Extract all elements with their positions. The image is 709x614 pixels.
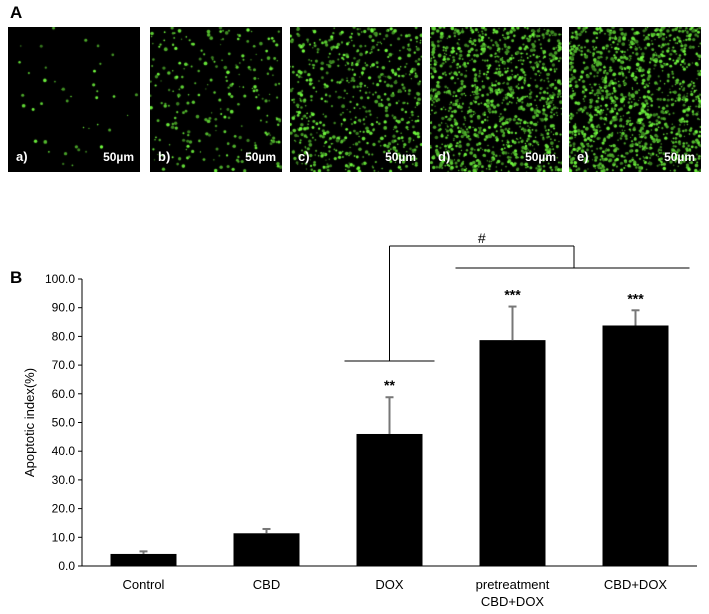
significance-3: ***: [504, 287, 521, 303]
x-tick-label-1: CBD: [253, 577, 280, 592]
micrograph-e-label: e): [577, 149, 589, 164]
micrograph-d: d) 50µm: [430, 27, 562, 172]
micrograph-c-scale: 50µm: [385, 150, 416, 164]
apoptotic-index-bar-chart: 0.0 10.0 20.0 30.0 40.0 50.0 60.0 70.0 80.0 90.0 1…: [22, 230, 697, 609]
y-tick-label: 80.0: [52, 329, 76, 343]
bracket-label: #: [478, 230, 486, 246]
panel-a-label: A: [10, 3, 23, 22]
y-tick-label: 40.0: [52, 444, 76, 458]
micrograph-b-label: b): [158, 149, 171, 164]
y-tick-label: 20.0: [52, 502, 76, 516]
x-tick-label-0: Control: [123, 577, 165, 592]
bar-1: [233, 533, 300, 566]
micrograph-b-image: [150, 27, 282, 172]
y-tick-label: 0.0: [58, 559, 75, 573]
significance-4: ***: [627, 290, 644, 306]
micrograph-b-scale: 50µm: [245, 150, 276, 164]
x-tick-label-4: CBD+DOX: [604, 577, 668, 592]
micrograph-e-image: [569, 27, 701, 172]
micrograph-d-image: [430, 27, 562, 172]
micrograph-b: b) 50µm: [150, 27, 282, 172]
micrograph-c-label: c): [298, 149, 310, 164]
y-tick-label: 30.0: [52, 473, 76, 487]
y-tick-label: 70.0: [52, 358, 76, 372]
bar-2: [356, 433, 423, 566]
micrograph-a-label: a): [16, 149, 28, 164]
x-tick-label-3-0: pretreatment: [476, 577, 550, 592]
micrograph-e: e) 50µm: [569, 27, 701, 172]
y-tick-label: 60.0: [52, 387, 76, 401]
micrograph-a-scale: 50µm: [103, 150, 134, 164]
micrograph-c: c) 50µm: [290, 27, 422, 172]
x-tick-label-2: DOX: [375, 577, 404, 592]
micrograph-a-image: [8, 27, 140, 172]
bar-4: [602, 325, 669, 566]
micrograph-e-scale: 50µm: [664, 150, 695, 164]
bar-0: [110, 553, 177, 566]
micrograph-d-label: d): [438, 149, 451, 164]
y-axis-title: Apoptotic index(%): [22, 368, 37, 477]
micrograph-c-image: [290, 27, 422, 172]
y-tick-label: 50.0: [52, 416, 76, 430]
micrograph-d-scale: 50µm: [525, 150, 556, 164]
significance-2: **: [384, 377, 395, 393]
bar-3: [479, 340, 546, 566]
micrograph-a: a) 50µm: [8, 27, 140, 172]
y-tick-label: 90.0: [52, 301, 76, 315]
x-tick-label-3-1: CBD+DOX: [481, 594, 545, 609]
panel-b-label: B: [10, 268, 23, 287]
y-tick-label: 10.0: [52, 530, 76, 544]
y-tick-label: 100.0: [45, 272, 75, 286]
